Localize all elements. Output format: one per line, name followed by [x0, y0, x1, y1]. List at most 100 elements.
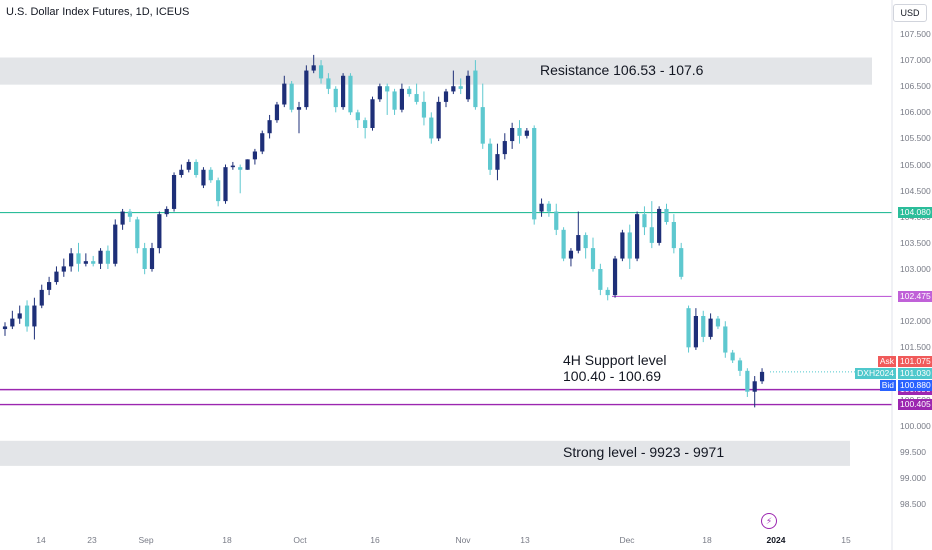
candle-body: [488, 143, 493, 170]
candle: [664, 203, 669, 225]
candle: [730, 349, 735, 363]
candle-body: [576, 235, 581, 251]
candle-body: [61, 266, 66, 272]
candle-body: [363, 120, 368, 128]
candle-body: [17, 313, 22, 319]
candle: [245, 159, 250, 170]
candle: [355, 109, 360, 128]
price-tick-label: 99.500: [900, 446, 926, 457]
candle: [745, 368, 750, 397]
candle: [635, 211, 640, 262]
candle-body: [76, 253, 81, 264]
candle: [421, 91, 427, 126]
candle-body: [480, 107, 485, 144]
price-tick-label: 107.500: [900, 29, 931, 39]
candle: [311, 54, 316, 74]
candle-body: [745, 370, 750, 392]
candle-body: [458, 86, 463, 89]
time-tick-label: 16: [370, 535, 380, 545]
candle: [436, 96, 441, 142]
candle-body: [495, 154, 500, 170]
candle: [473, 60, 478, 110]
candle-body: [546, 203, 551, 212]
candle: [201, 167, 206, 189]
candle-body: [238, 167, 243, 170]
resistance-label: Resistance 106.53 - 107.6: [540, 62, 704, 79]
candle: [69, 248, 74, 272]
candle: [701, 310, 706, 343]
candle: [568, 248, 574, 267]
candle: [17, 305, 22, 324]
candle: [252, 148, 257, 165]
candle-body: [510, 128, 515, 142]
candle-body: [201, 169, 206, 186]
candle: [605, 287, 610, 301]
currency-button[interactable]: USD: [893, 4, 927, 22]
candle-body: [105, 250, 110, 264]
candle-body: [47, 282, 52, 290]
candle: [267, 114, 272, 139]
candle-body: [252, 151, 257, 160]
candle: [488, 138, 493, 175]
candle: [135, 216, 140, 254]
candle-body: [98, 250, 103, 264]
candle: [113, 219, 118, 267]
candle-body: [54, 271, 59, 283]
candle-body: [539, 203, 544, 212]
price-tick-label: 105.000: [900, 159, 931, 170]
candle: [671, 214, 676, 254]
candle-body: [554, 211, 559, 230]
ask-label-badge: Ask: [877, 355, 896, 367]
time-tick-label: 15: [841, 535, 851, 545]
candle-body: [701, 316, 706, 337]
candle: [120, 208, 125, 230]
time-tick-label: 23: [87, 535, 97, 545]
candles-layer: [2, 54, 765, 408]
candle: [443, 88, 449, 108]
candle: [127, 208, 133, 222]
lightning-icon[interactable]: ⚡: [761, 513, 777, 529]
candle-body: [583, 235, 588, 249]
candle: [2, 322, 8, 336]
candle: [363, 117, 368, 139]
candle-body: [348, 75, 353, 113]
candle: [171, 172, 177, 212]
candle-body: [296, 107, 302, 110]
candle: [289, 81, 294, 113]
candle: [164, 206, 169, 217]
candle-body: [473, 70, 478, 108]
candle-body: [385, 86, 390, 92]
candle-body: [274, 104, 280, 121]
candle-body: [355, 112, 360, 121]
candle: [377, 83, 382, 102]
candle: [546, 201, 551, 217]
candle: [186, 159, 191, 173]
candle-body: [120, 211, 125, 225]
candle-body: [532, 128, 537, 220]
candle: [223, 164, 228, 204]
candle: [642, 206, 647, 236]
candle-body: [370, 99, 375, 128]
time-tick-label: 2024: [766, 535, 786, 545]
candle: [333, 86, 338, 113]
candle-body: [333, 88, 338, 108]
candle: [458, 78, 463, 95]
time-tick-label: Nov: [455, 535, 471, 545]
candle: [348, 73, 353, 115]
candle-body: [230, 165, 235, 168]
candle-body: [83, 261, 88, 264]
level-badge: 100.405: [898, 399, 932, 411]
candle: [502, 133, 507, 160]
candle: [341, 73, 346, 110]
candle-body: [24, 305, 30, 327]
candle-body: [635, 214, 640, 259]
candle: [759, 368, 765, 384]
candle-body: [216, 180, 221, 202]
resistance-zone: [0, 57, 872, 85]
bid-price-badge: 100.880: [898, 379, 932, 391]
candle-body: [657, 208, 662, 243]
candle: [392, 88, 397, 115]
candle: [260, 130, 265, 155]
price-tick-label: 98.500: [900, 499, 926, 509]
